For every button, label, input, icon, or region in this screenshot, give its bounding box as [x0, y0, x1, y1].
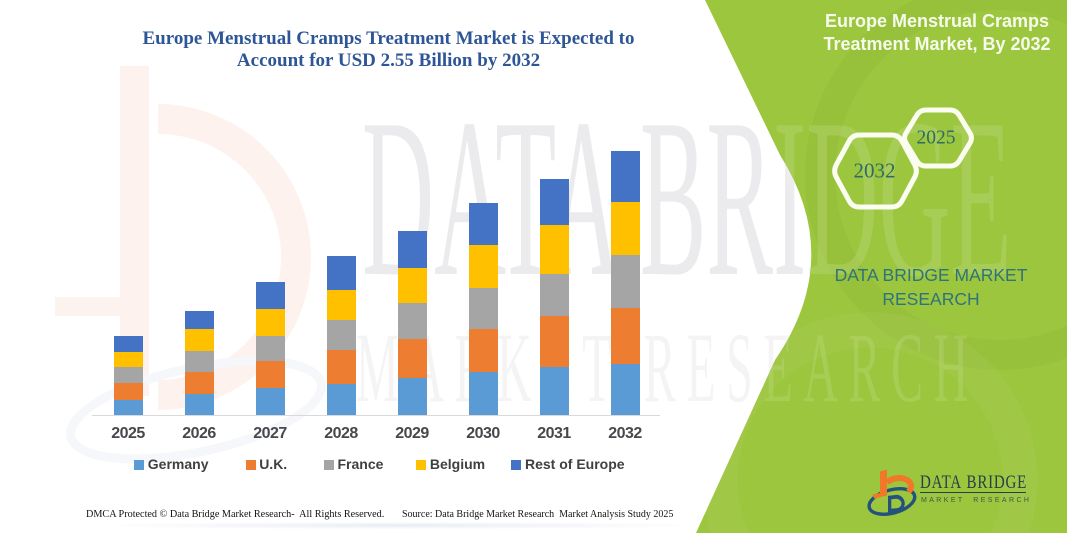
- svg-text:2032: 2032: [854, 159, 896, 183]
- svg-text:2025: 2025: [917, 128, 956, 149]
